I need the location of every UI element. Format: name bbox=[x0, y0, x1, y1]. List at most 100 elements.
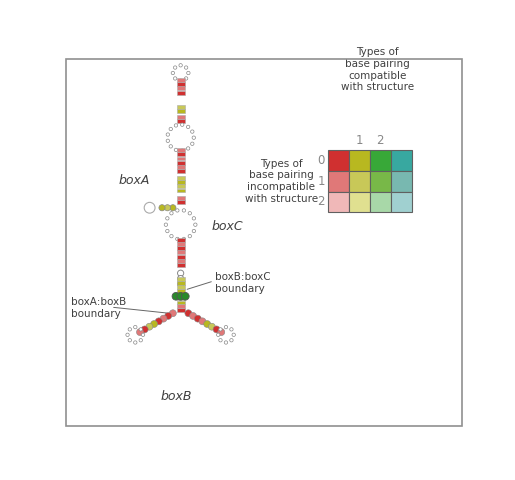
Circle shape bbox=[230, 328, 233, 331]
Circle shape bbox=[188, 212, 192, 215]
Circle shape bbox=[181, 149, 184, 152]
Bar bbox=[177, 263, 184, 267]
Bar bbox=[370, 150, 391, 171]
Bar bbox=[177, 86, 184, 90]
Circle shape bbox=[203, 321, 211, 327]
Circle shape bbox=[182, 209, 185, 212]
Bar bbox=[177, 242, 184, 246]
Circle shape bbox=[186, 147, 190, 150]
Circle shape bbox=[219, 328, 222, 331]
Circle shape bbox=[164, 223, 167, 227]
Circle shape bbox=[224, 325, 228, 329]
Bar bbox=[391, 171, 411, 192]
Circle shape bbox=[179, 64, 182, 67]
Circle shape bbox=[176, 237, 179, 240]
Circle shape bbox=[166, 139, 169, 143]
Circle shape bbox=[184, 77, 188, 80]
Circle shape bbox=[186, 125, 190, 129]
Circle shape bbox=[182, 237, 185, 240]
Circle shape bbox=[136, 329, 144, 336]
Circle shape bbox=[224, 341, 228, 344]
Text: Types of
base pairing
compatible
with structure: Types of base pairing compatible with st… bbox=[341, 48, 414, 92]
Bar bbox=[177, 285, 184, 289]
Circle shape bbox=[174, 148, 178, 152]
Circle shape bbox=[184, 66, 188, 69]
Bar bbox=[328, 192, 349, 212]
Bar bbox=[177, 304, 184, 308]
Bar bbox=[177, 105, 184, 109]
Bar bbox=[177, 276, 184, 280]
Circle shape bbox=[164, 204, 170, 211]
Bar bbox=[177, 78, 184, 82]
Circle shape bbox=[194, 223, 197, 227]
Circle shape bbox=[178, 276, 184, 282]
Text: 1: 1 bbox=[317, 175, 325, 188]
Bar bbox=[177, 169, 184, 173]
Circle shape bbox=[194, 315, 201, 322]
Circle shape bbox=[133, 341, 137, 344]
Text: boxB:boxC
boundary: boxB:boxC boundary bbox=[215, 273, 271, 294]
Circle shape bbox=[191, 130, 194, 133]
Bar bbox=[177, 165, 184, 169]
Bar bbox=[370, 171, 391, 192]
Circle shape bbox=[181, 123, 184, 126]
Bar bbox=[177, 82, 184, 86]
Bar bbox=[177, 300, 184, 304]
Circle shape bbox=[178, 270, 184, 276]
Bar bbox=[391, 150, 411, 171]
Bar bbox=[328, 150, 349, 171]
Bar bbox=[177, 308, 184, 312]
Circle shape bbox=[169, 310, 176, 317]
Circle shape bbox=[159, 204, 165, 211]
Bar bbox=[177, 91, 184, 95]
Bar bbox=[177, 156, 184, 160]
Circle shape bbox=[185, 310, 192, 317]
Circle shape bbox=[188, 234, 192, 238]
Circle shape bbox=[174, 77, 177, 80]
Circle shape bbox=[186, 72, 190, 75]
Circle shape bbox=[213, 326, 220, 333]
Circle shape bbox=[171, 72, 175, 75]
Circle shape bbox=[209, 323, 215, 330]
Bar bbox=[349, 192, 370, 212]
Circle shape bbox=[179, 79, 182, 83]
Bar bbox=[177, 289, 184, 293]
Circle shape bbox=[166, 229, 169, 233]
Circle shape bbox=[181, 292, 189, 300]
Circle shape bbox=[190, 312, 197, 319]
Bar bbox=[177, 196, 184, 200]
Bar bbox=[177, 189, 184, 192]
Text: 1: 1 bbox=[355, 134, 363, 147]
Circle shape bbox=[199, 318, 206, 325]
Bar bbox=[177, 297, 184, 300]
Circle shape bbox=[192, 216, 196, 220]
Circle shape bbox=[176, 209, 179, 212]
Bar bbox=[177, 246, 184, 250]
Text: Types of
base pairing
incompatible
with structure: Types of base pairing incompatible with … bbox=[245, 159, 318, 204]
Circle shape bbox=[141, 333, 145, 336]
Bar bbox=[177, 281, 184, 285]
Circle shape bbox=[178, 281, 184, 287]
Circle shape bbox=[174, 66, 177, 69]
Bar bbox=[177, 152, 184, 156]
Circle shape bbox=[128, 338, 131, 342]
Circle shape bbox=[139, 338, 143, 342]
Circle shape bbox=[146, 323, 153, 330]
Circle shape bbox=[128, 328, 131, 331]
Bar bbox=[349, 171, 370, 192]
Circle shape bbox=[165, 312, 171, 319]
Text: 2: 2 bbox=[376, 134, 384, 147]
Circle shape bbox=[232, 333, 235, 336]
Bar bbox=[349, 150, 370, 171]
Bar bbox=[177, 109, 184, 113]
Bar bbox=[177, 161, 184, 165]
Bar bbox=[177, 255, 184, 259]
Text: boxA:boxB
boundary: boxA:boxB boundary bbox=[71, 297, 126, 319]
Circle shape bbox=[216, 333, 220, 336]
Bar bbox=[177, 180, 184, 184]
Circle shape bbox=[177, 292, 184, 300]
Circle shape bbox=[218, 329, 225, 336]
Circle shape bbox=[170, 212, 173, 215]
Circle shape bbox=[166, 216, 169, 220]
Text: 0: 0 bbox=[317, 154, 325, 167]
